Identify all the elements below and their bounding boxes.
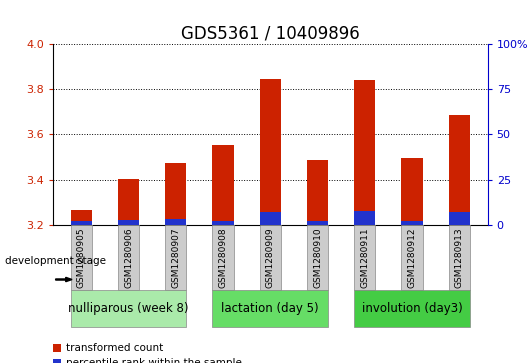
Bar <box>448 212 470 225</box>
Bar <box>70 221 92 225</box>
Bar <box>118 179 139 225</box>
Text: development stage: development stage <box>5 256 107 266</box>
Text: GSM1280907: GSM1280907 <box>171 227 180 288</box>
Text: GSM1280913: GSM1280913 <box>455 227 464 288</box>
Bar <box>118 220 139 225</box>
Bar <box>354 80 375 225</box>
Title: GDS5361 / 10409896: GDS5361 / 10409896 <box>181 24 360 42</box>
Text: GSM1280908: GSM1280908 <box>218 227 227 288</box>
Text: percentile rank within the sample: percentile rank within the sample <box>66 358 242 363</box>
Text: GSM1280906: GSM1280906 <box>124 227 133 288</box>
Bar <box>213 144 234 225</box>
Bar <box>307 221 328 225</box>
Text: GSM1280905: GSM1280905 <box>77 227 86 288</box>
Bar <box>307 160 328 225</box>
Text: GSM1280910: GSM1280910 <box>313 227 322 288</box>
Text: involution (day3): involution (day3) <box>361 302 462 315</box>
Bar <box>260 79 281 225</box>
Text: GSM1280911: GSM1280911 <box>360 227 369 288</box>
Bar <box>260 212 281 225</box>
Bar <box>354 212 375 225</box>
Bar <box>213 221 234 225</box>
Bar <box>448 115 470 225</box>
Bar <box>165 219 187 225</box>
Text: lactation (day 5): lactation (day 5) <box>222 302 319 315</box>
Bar <box>165 163 187 225</box>
Bar <box>401 158 422 225</box>
Bar <box>70 210 92 225</box>
Text: nulliparous (week 8): nulliparous (week 8) <box>68 302 189 315</box>
Text: transformed count: transformed count <box>66 343 163 354</box>
Text: GSM1280909: GSM1280909 <box>266 227 275 288</box>
Bar <box>401 221 422 225</box>
Text: GSM1280912: GSM1280912 <box>408 228 417 288</box>
